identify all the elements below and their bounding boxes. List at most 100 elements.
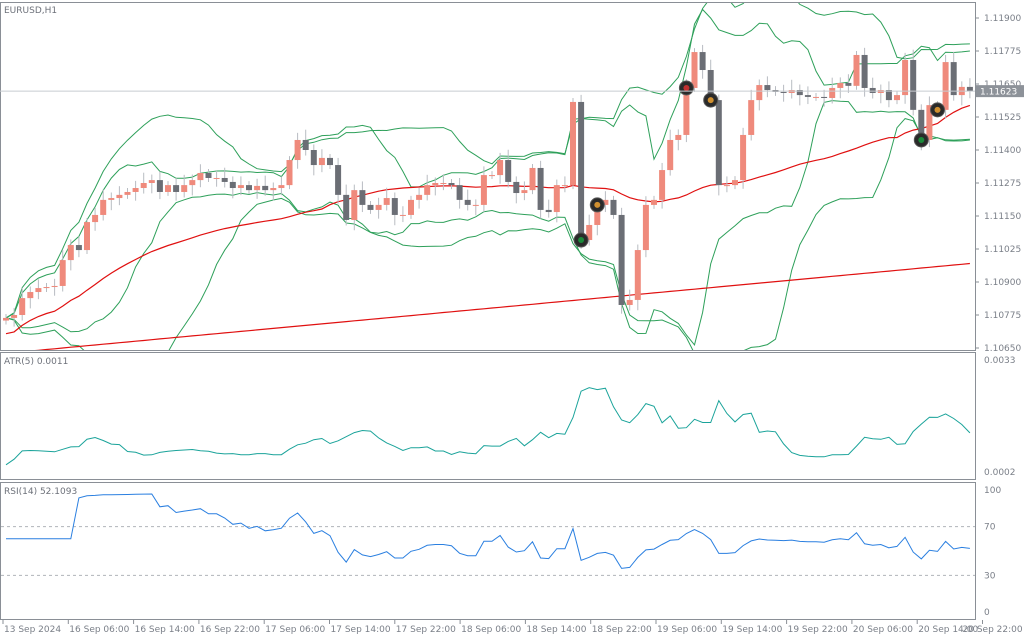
candle-bullish[interactable]	[43, 287, 50, 289]
candle-bullish[interactable]	[440, 183, 447, 184]
candle-bullish[interactable]	[521, 190, 528, 194]
candle-bearish[interactable]	[262, 185, 269, 191]
candle-bullish[interactable]	[399, 214, 406, 216]
candle-bullish[interactable]	[659, 170, 666, 200]
candle-bearish[interactable]	[513, 181, 520, 194]
candle-bullish[interactable]	[181, 185, 188, 192]
candle-bullish[interactable]	[740, 134, 747, 181]
candle-bullish[interactable]	[902, 59, 909, 96]
candle-bearish[interactable]	[966, 86, 973, 92]
candle-bearish[interactable]	[821, 96, 828, 98]
candle-bearish[interactable]	[950, 62, 957, 96]
candle-bullish[interactable]	[942, 62, 949, 110]
candle-bullish[interactable]	[732, 180, 738, 186]
candle-bearish[interactable]	[156, 180, 163, 192]
candle-bearish[interactable]	[861, 54, 868, 88]
candle-bullish[interactable]	[11, 315, 18, 318]
candle-bearish[interactable]	[75, 245, 82, 251]
candle-bearish[interactable]	[804, 95, 811, 97]
candle-bearish[interactable]	[715, 100, 722, 186]
candle-bearish[interactable]	[359, 190, 366, 205]
candle-bearish[interactable]	[578, 101, 585, 241]
candle-bullish[interactable]	[189, 180, 196, 186]
candle-bullish[interactable]	[84, 222, 90, 251]
candle-bullish[interactable]	[651, 199, 657, 205]
candle-bullish[interactable]	[667, 139, 674, 171]
candle-bullish[interactable]	[19, 298, 26, 315]
candle-bullish[interactable]	[561, 185, 568, 187]
candle-bullish[interactable]	[286, 160, 293, 186]
candle-bearish[interactable]	[343, 194, 350, 220]
candle-bullish[interactable]	[375, 204, 382, 210]
candle-bullish[interactable]	[894, 95, 900, 101]
candle-bullish[interactable]	[51, 285, 58, 288]
candle-bearish[interactable]	[845, 82, 852, 86]
candle-bearish[interactable]	[764, 85, 771, 91]
candle-bullish[interactable]	[642, 204, 649, 251]
candle-bullish[interactable]	[497, 160, 504, 176]
candle-bearish[interactable]	[869, 87, 876, 93]
candle-bearish[interactable]	[918, 109, 925, 140]
candle-bearish[interactable]	[910, 59, 917, 110]
candle-bullish[interactable]	[472, 204, 479, 206]
candle-bullish[interactable]	[92, 214, 99, 223]
candle-bullish[interactable]	[926, 105, 933, 140]
candle-bullish[interactable]	[586, 224, 593, 241]
candle-bullish[interactable]	[853, 54, 860, 86]
candle-bearish[interactable]	[885, 90, 892, 101]
candle-bearish[interactable]	[310, 150, 317, 166]
candle-bearish[interactable]	[221, 177, 228, 182]
candle-bearish[interactable]	[335, 165, 342, 195]
candle-bullish[interactable]	[100, 199, 107, 215]
candle-bullish[interactable]	[416, 194, 423, 200]
candle-bullish[interactable]	[140, 183, 147, 189]
candle-bullish[interactable]	[197, 172, 204, 181]
candle-bearish[interactable]	[537, 167, 544, 210]
candle-bullish[interactable]	[237, 185, 244, 189]
candle-bearish[interactable]	[246, 185, 252, 191]
candle-bullish[interactable]	[837, 82, 844, 88]
candle-bullish[interactable]	[3, 317, 9, 321]
candle-bullish[interactable]	[424, 185, 431, 195]
candle-bullish[interactable]	[124, 191, 131, 195]
candle-bullish[interactable]	[132, 188, 139, 192]
candle-bullish[interactable]	[691, 52, 698, 88]
candle-bullish[interactable]	[723, 185, 730, 187]
candle-bullish[interactable]	[432, 183, 439, 186]
candle-bullish[interactable]	[748, 100, 755, 135]
candle-bullish[interactable]	[116, 194, 123, 199]
candle-bullish[interactable]	[813, 96, 819, 98]
candle-bullish[interactable]	[489, 175, 495, 177]
candle-bearish[interactable]	[707, 70, 714, 101]
candle-bullish[interactable]	[27, 292, 34, 299]
candle-bearish[interactable]	[610, 199, 617, 215]
candle-bullish[interactable]	[408, 199, 414, 215]
candle-bullish[interactable]	[108, 198, 115, 200]
candle-bearish[interactable]	[464, 199, 471, 205]
candle-bullish[interactable]	[213, 177, 220, 179]
candle-bullish[interactable]	[351, 190, 358, 220]
candle-bearish[interactable]	[505, 160, 512, 182]
candle-bullish[interactable]	[278, 185, 285, 189]
candle-bullish[interactable]	[165, 185, 171, 192]
candle-bearish[interactable]	[229, 181, 236, 189]
candle-bullish[interactable]	[480, 175, 487, 205]
candle-bearish[interactable]	[618, 214, 625, 305]
candle-bearish[interactable]	[391, 198, 398, 215]
candle-bullish[interactable]	[675, 134, 682, 140]
candle-bearish[interactable]	[456, 185, 463, 200]
candle-bullish[interactable]	[602, 199, 609, 205]
candle-bullish[interactable]	[59, 260, 66, 286]
candle-bearish[interactable]	[796, 90, 803, 96]
candle-bullish[interactable]	[35, 288, 42, 293]
candle-bullish[interactable]	[553, 185, 560, 213]
candle-bullish[interactable]	[594, 204, 601, 225]
candle-bullish[interactable]	[383, 198, 390, 205]
candle-bullish[interactable]	[683, 87, 690, 135]
candle-bullish[interactable]	[529, 167, 536, 191]
candle-bullish[interactable]	[570, 101, 576, 186]
candle-bullish[interactable]	[294, 139, 301, 161]
candle-bullish[interactable]	[829, 87, 836, 98]
candle-bearish[interactable]	[699, 52, 706, 71]
candle-bullish[interactable]	[148, 180, 155, 183]
